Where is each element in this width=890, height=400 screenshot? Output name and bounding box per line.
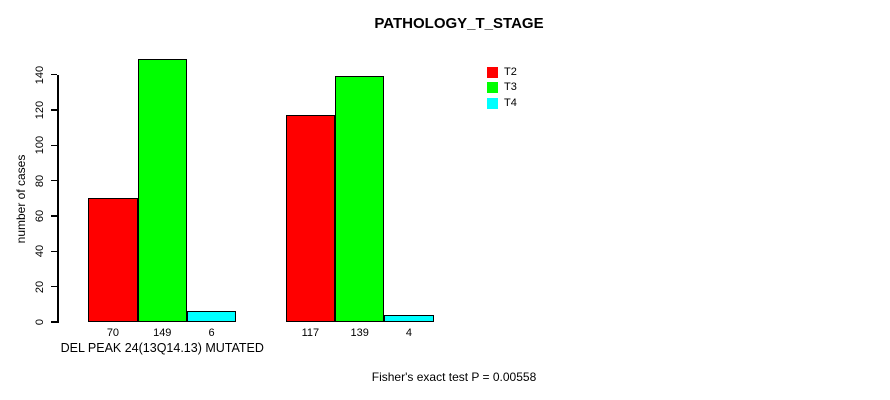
x-axis-group-label: DEL PEAK 24(13Q14.13) MUTATED bbox=[60, 341, 264, 355]
y-axis-tick-label: 80 bbox=[33, 174, 46, 187]
y-axis-tick bbox=[50, 285, 57, 288]
y-axis-label: number of cases bbox=[14, 154, 28, 244]
y-axis-tick bbox=[50, 179, 57, 182]
legend-row: T2 bbox=[487, 65, 517, 80]
legend-row: T4 bbox=[487, 96, 517, 111]
chart-title: PATHOLOGY_T_STAGE bbox=[374, 15, 544, 32]
bar-t4-group-1 bbox=[186, 311, 237, 322]
y-axis-tick bbox=[50, 109, 57, 111]
y-axis-tick-label: 40 bbox=[33, 245, 46, 258]
legend-color-swatch-icon bbox=[487, 67, 498, 79]
y-axis-tick-label: 60 bbox=[33, 209, 46, 223]
y-axis-tick bbox=[50, 215, 57, 217]
bar-value-label: 149 bbox=[153, 326, 172, 339]
y-axis-tick-label: 120 bbox=[33, 100, 46, 120]
legend-label: T3 bbox=[504, 81, 517, 94]
y-axis-tick-label: 20 bbox=[33, 280, 46, 293]
legend-color-swatch-icon bbox=[487, 97, 498, 109]
y-axis-tick-label: 0 bbox=[33, 318, 46, 326]
bar-t3-group-1 bbox=[137, 58, 187, 322]
statistical-test-note: Fisher's exact test P = 0.00558 bbox=[371, 370, 537, 384]
legend-label: T4 bbox=[504, 96, 517, 109]
bar-value-label: 117 bbox=[301, 326, 320, 339]
y-axis-tick bbox=[50, 250, 57, 253]
bar-value-label: 70 bbox=[106, 326, 120, 339]
bar-t4-group-2 bbox=[384, 314, 434, 322]
legend-row: T3 bbox=[487, 80, 517, 95]
bar-value-label: 6 bbox=[208, 326, 215, 339]
y-axis-tick-label: 140 bbox=[33, 65, 46, 84]
y-axis-tick bbox=[50, 321, 57, 323]
y-axis-tick bbox=[50, 144, 57, 147]
bar-t2-group-2 bbox=[285, 115, 335, 322]
y-axis-tick bbox=[50, 73, 57, 76]
legend: T2 T3 T4 bbox=[487, 65, 517, 111]
legend-color-swatch-icon bbox=[487, 82, 498, 94]
bar-t2-group-1 bbox=[88, 198, 138, 322]
legend-label: T2 bbox=[504, 66, 517, 79]
bar-t3-group-2 bbox=[335, 76, 385, 322]
bar-value-label: 139 bbox=[350, 326, 369, 339]
y-axis-tick-label: 100 bbox=[33, 136, 46, 155]
bar-value-label: 4 bbox=[405, 326, 412, 339]
y-axis-line bbox=[57, 74, 59, 324]
